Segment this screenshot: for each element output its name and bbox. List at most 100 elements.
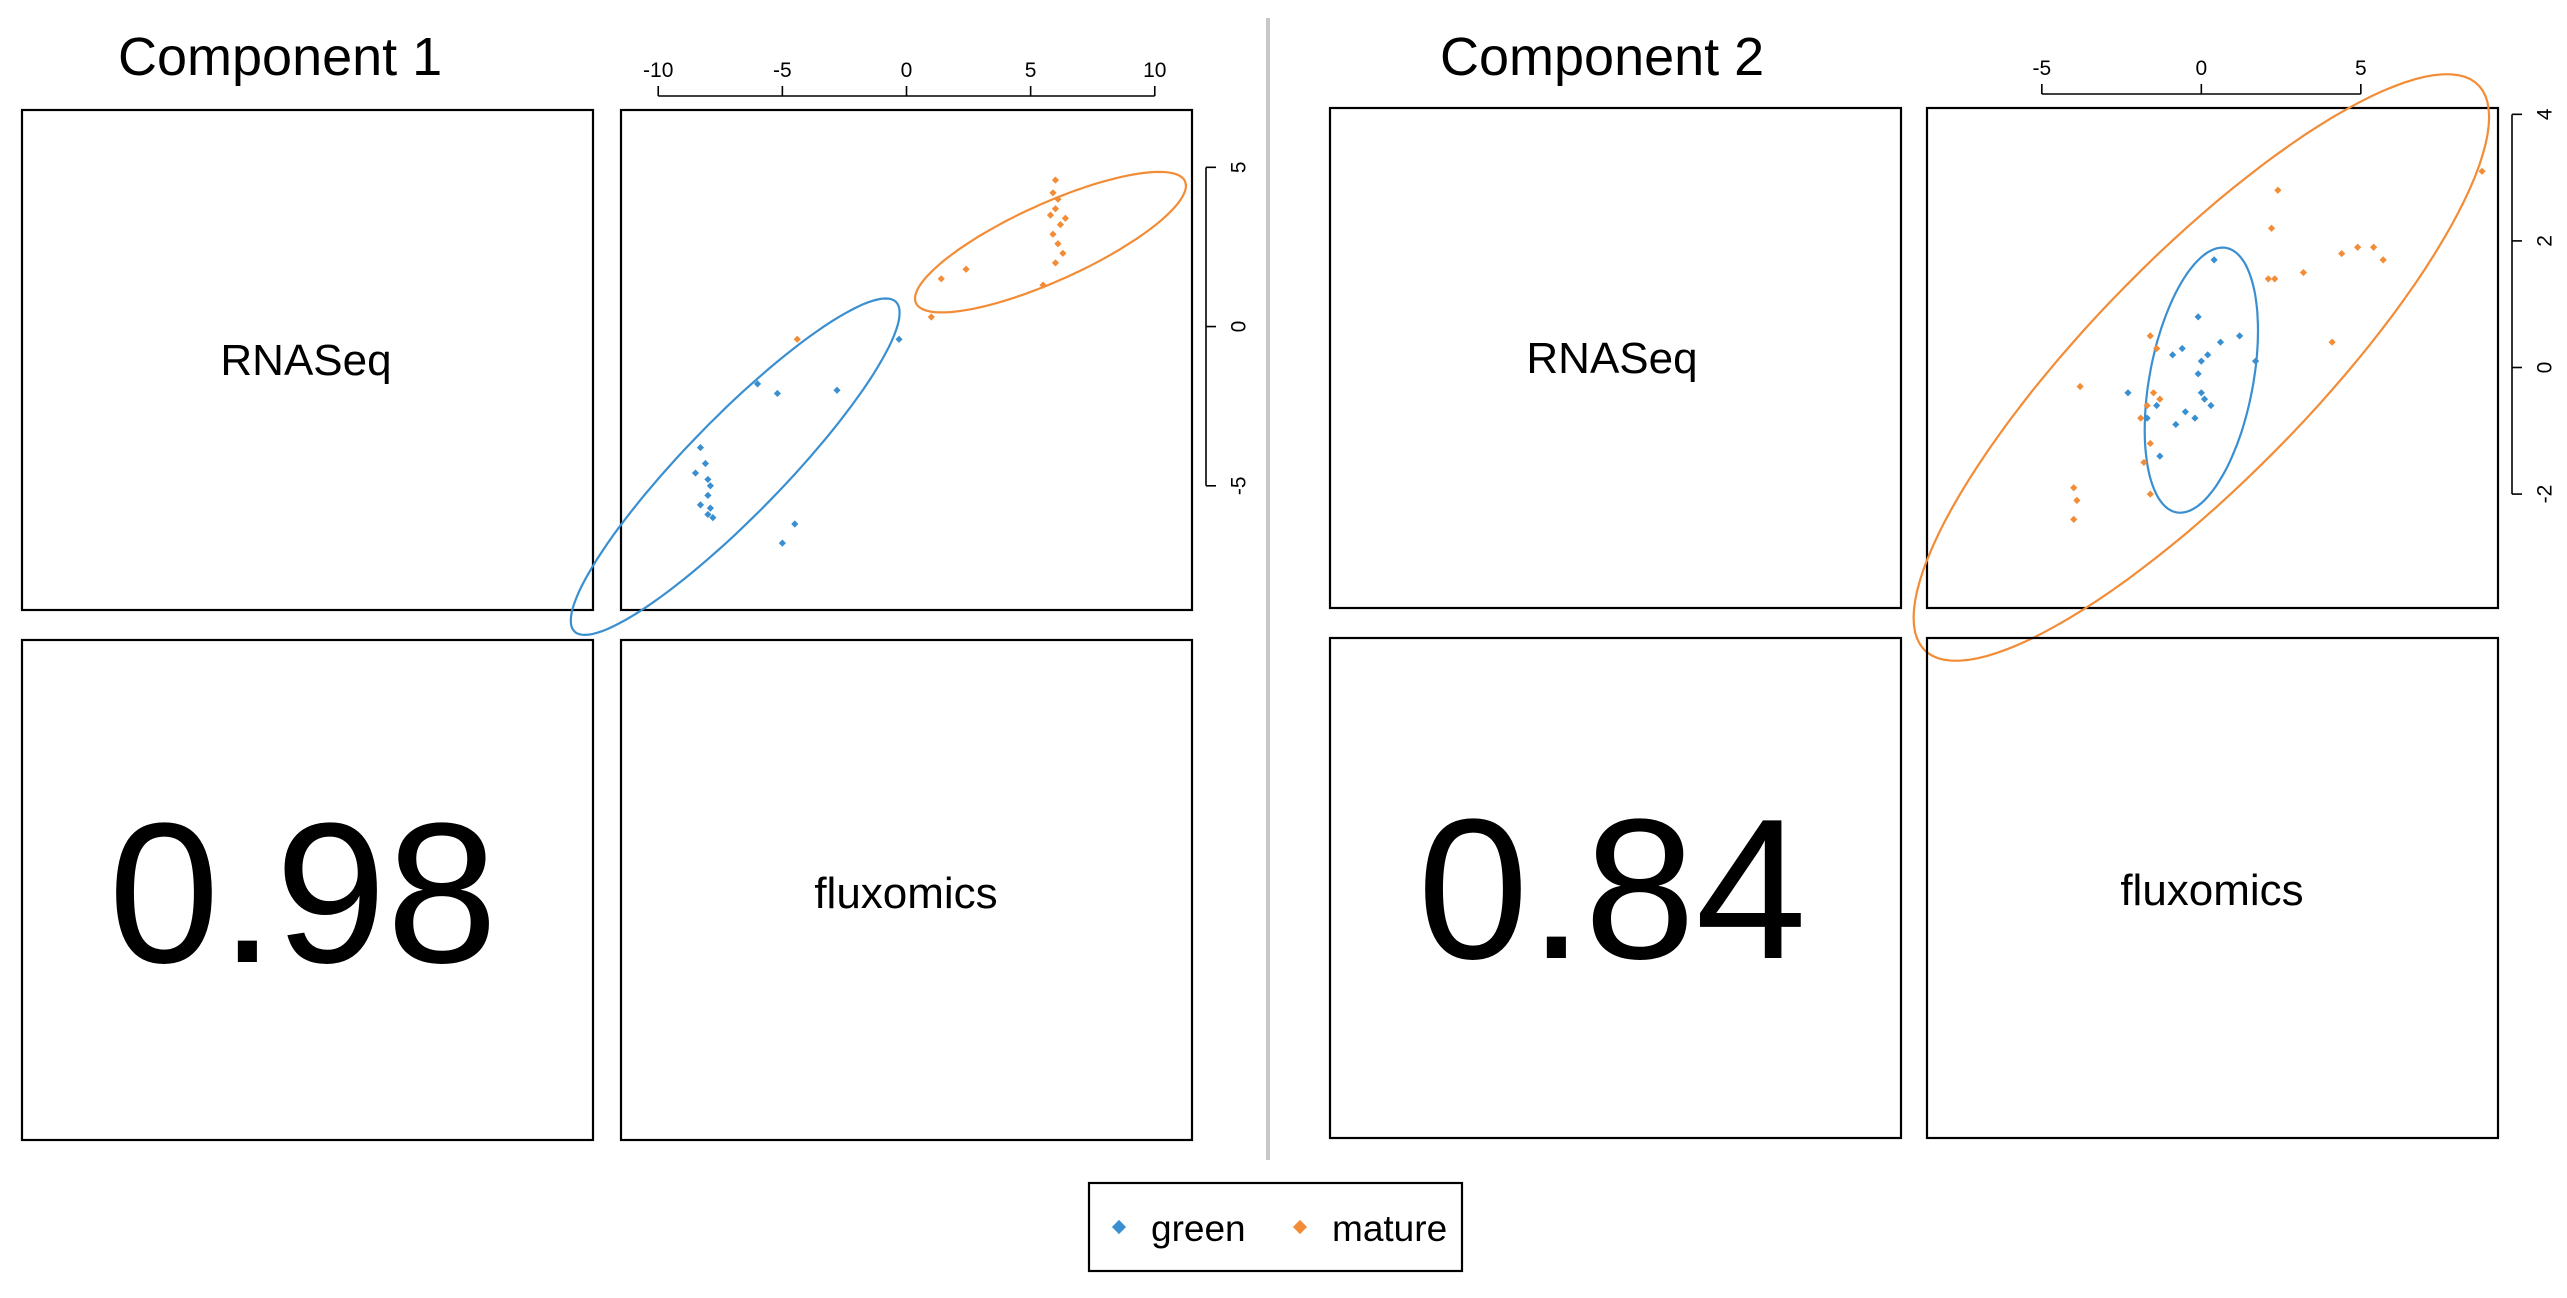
component-2-x-tick-label: 5 — [2355, 57, 2367, 80]
component-1-points — [691, 176, 1069, 547]
component-2-correlation-cell — [1328, 636, 1903, 1140]
component-2-mature-point — [2076, 382, 2084, 391]
component-1-mature-point — [1051, 259, 1060, 267]
component-2-ellipses — [1912, 73, 2491, 662]
component-2-mature-ellipse — [1912, 73, 2491, 662]
component-1-panel-group: Component 1 RNASeq -10 -5 0 5 10 -5 0 5 0.98 fl… — [20, 27, 1251, 1142]
component-2-mature-point — [2140, 458, 2148, 467]
component-2-mature-point — [2153, 344, 2161, 353]
component-2-title: Component 2 — [1440, 27, 1764, 87]
component-2-green-point — [2181, 408, 2189, 416]
component-2-green-point — [2236, 332, 2244, 340]
component-2-mature-point — [2338, 249, 2346, 258]
component-1-green-point — [833, 386, 841, 394]
component-2-rnaseq-cell — [1328, 106, 1903, 610]
component-2-green-point — [2169, 351, 2177, 359]
component-1-fluxomics-label: fluxomics — [814, 869, 997, 918]
component-2-mature-point — [2299, 268, 2308, 277]
component-2-green-point — [2200, 395, 2209, 403]
component-2-mature-point — [2328, 338, 2336, 346]
component-1-mature-point — [1049, 189, 1057, 197]
component-2-mature-point — [2369, 243, 2378, 251]
component-1-mature-point — [1059, 249, 1067, 257]
component-2-mature-point — [2379, 256, 2387, 264]
component-2-mature-point — [2070, 515, 2078, 523]
legend-green-label: green — [1151, 1208, 1246, 1249]
component-1-correlation-cell — [20, 638, 595, 1142]
component-1-green-point — [704, 475, 712, 484]
component-2-fluxomics-cell — [1925, 636, 2500, 1140]
legend-box — [1087, 1181, 1464, 1273]
component-2-scatter-frame — [1925, 106, 2500, 610]
legend: green mature — [1087, 1181, 1464, 1273]
component-1-axes: -10 -5 0 5 10 -5 0 5 — [643, 59, 1250, 495]
component-1-mature-ellipse — [914, 170, 1187, 314]
component-1-scatter-frame — [619, 108, 1194, 612]
component-1-mature-point — [1054, 195, 1062, 203]
component-2-mature-point — [2274, 186, 2282, 194]
component-1-green-point — [778, 539, 786, 547]
component-2-mature-point — [2137, 414, 2145, 422]
component-2-mature-point — [2271, 275, 2279, 283]
component-2-fluxomics-label: fluxomics — [2120, 866, 2303, 915]
component-1-correlation-value: 0.98 — [108, 782, 497, 1005]
component-1-green-point — [696, 501, 705, 509]
component-1-mature-point — [1051, 205, 1060, 213]
component-2-mature-point — [2354, 243, 2362, 251]
component-1-green-ellipse — [569, 297, 901, 637]
component-2-green-point — [2251, 357, 2260, 365]
component-2-green-point — [2197, 389, 2205, 397]
component-2-green-point — [2178, 344, 2186, 353]
component-1-fluxomics-cell — [619, 638, 1194, 1142]
component-2-green-point — [2204, 351, 2212, 359]
component-1-x-tick-label: 0 — [901, 59, 913, 82]
component-1-green-point — [753, 380, 762, 388]
component-1-rnaseq-cell — [20, 108, 595, 612]
component-2-mature-point — [2146, 490, 2154, 498]
component-2-y-tick-label: 2 — [2534, 235, 2557, 247]
component-1-green-point — [706, 504, 714, 512]
component-2-green-point — [2210, 256, 2218, 264]
component-2-green-point — [2143, 414, 2151, 422]
component-1-ellipses — [569, 170, 1187, 637]
component-2-mature-point — [2156, 395, 2164, 403]
legend-green-marker — [1111, 1219, 1127, 1235]
component-1-mature-point — [937, 275, 945, 283]
component-1-mature-point — [1051, 176, 1060, 184]
component-1-green-point — [895, 335, 903, 343]
component-1-mature-point — [962, 265, 970, 273]
component-2-correlation-value: 0.84 — [1417, 778, 1806, 1001]
component-2-mature-point — [2070, 484, 2078, 492]
component-2-mature-point — [2478, 167, 2486, 175]
component-1-mature-point — [1061, 214, 1069, 222]
component-2-panel-group: Component 2 RNASeq -5 0 5 -2 0 2 4 0.84 fluxom… — [1328, 27, 2557, 1140]
component-1-x-tick-label: -10 — [643, 59, 673, 82]
component-1-y-tick-label: 5 — [1228, 161, 1251, 173]
component-1-x-tick-label: 10 — [1143, 59, 1166, 82]
component-1-title: Component 1 — [118, 27, 442, 87]
component-1-green-point — [691, 469, 700, 477]
component-2-green-point — [2216, 338, 2225, 346]
component-1-mature-point — [1054, 240, 1062, 248]
component-2-y-tick-label: -2 — [2534, 485, 2557, 504]
component-1-green-point — [701, 459, 710, 468]
component-2-green-point — [2194, 370, 2202, 378]
component-2-green-point — [2153, 401, 2161, 410]
component-1-green-point — [704, 510, 712, 519]
component-2-green-point — [2197, 357, 2205, 365]
legend-mature-marker — [1292, 1219, 1308, 1235]
component-2-rnaseq-label: RNASeq — [1526, 334, 1697, 383]
component-1-mature-point — [1039, 281, 1047, 289]
component-1-green-point — [704, 491, 712, 499]
component-1-mature-point — [793, 335, 801, 343]
component-2-green-point — [2124, 389, 2132, 397]
component-1-green-point — [791, 520, 799, 528]
component-2-green-point — [2172, 420, 2180, 429]
component-1-y-tick-label: 0 — [1228, 321, 1251, 333]
component-2-green-point — [2207, 401, 2215, 410]
component-2-mature-point — [2149, 389, 2158, 397]
component-1-green-point — [773, 389, 782, 398]
component-1-green-point — [706, 482, 714, 490]
component-2-x-tick-label: 0 — [2195, 57, 2207, 80]
component-2-y-tick-label: 0 — [2534, 362, 2557, 374]
